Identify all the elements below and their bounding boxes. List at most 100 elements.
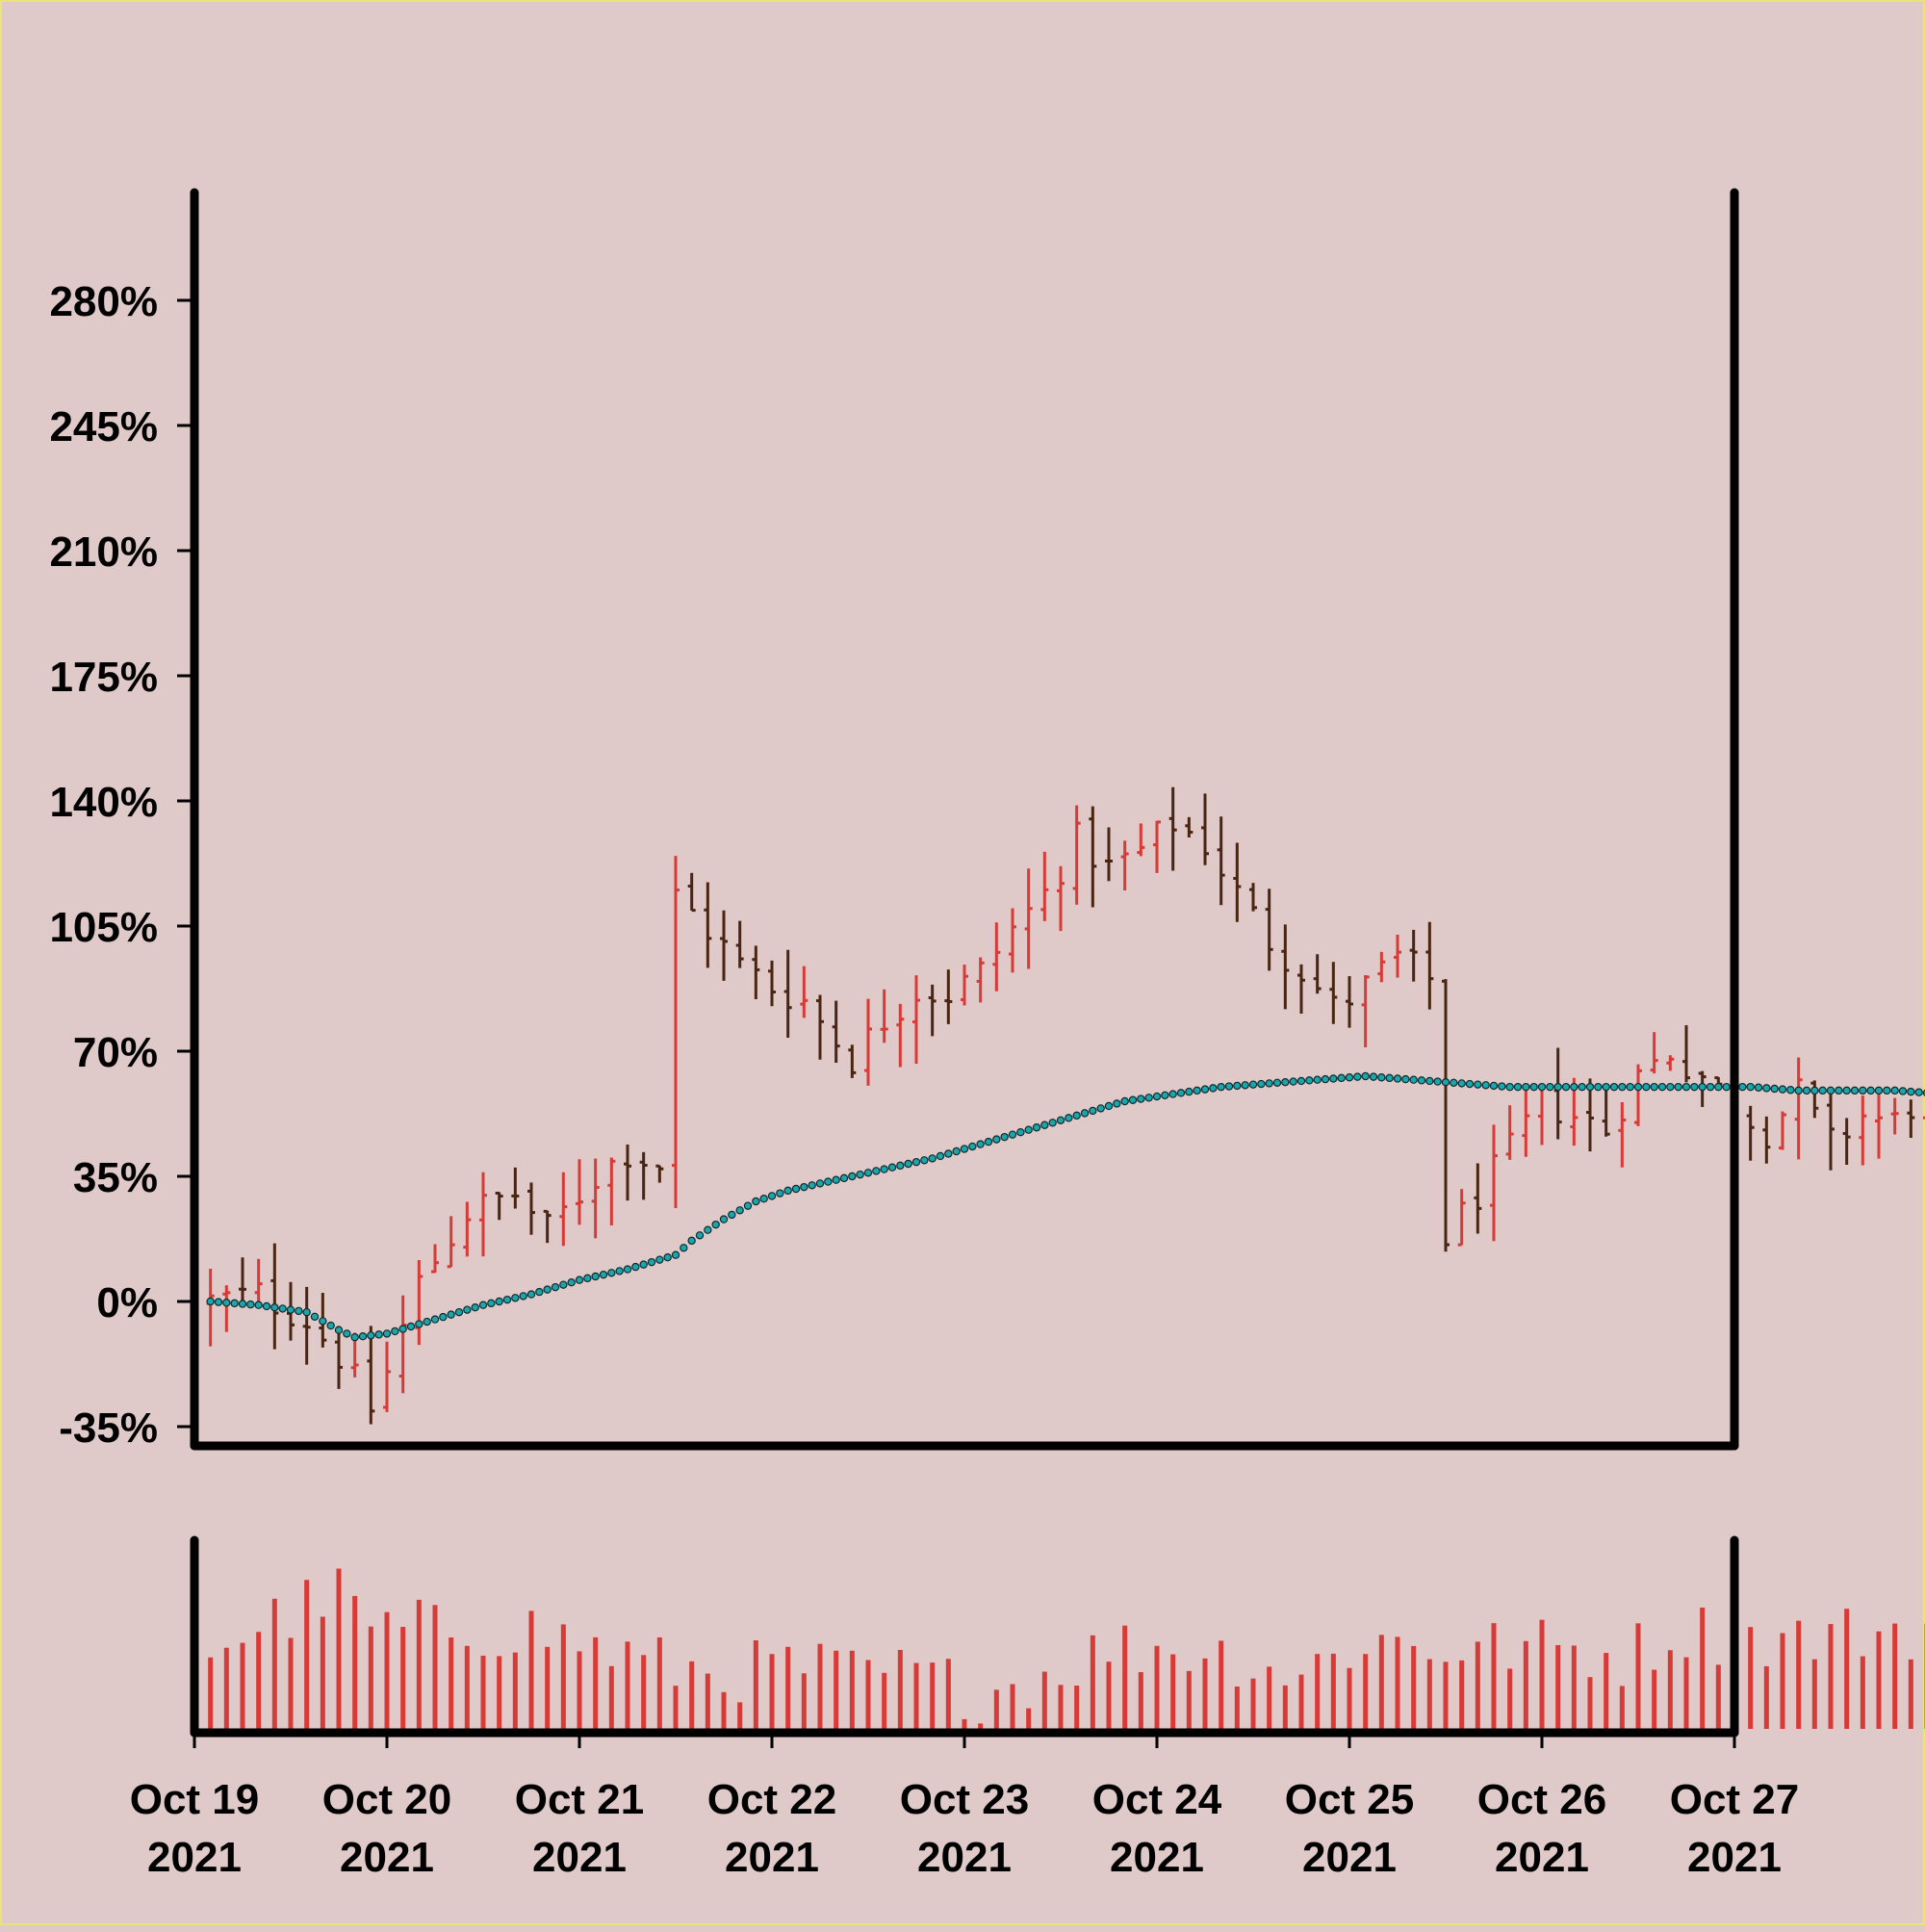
ohlc-bar-up — [992, 922, 1000, 991]
moving-average-point — [864, 1170, 871, 1176]
volume-bar — [737, 1702, 742, 1729]
volume-bar — [1909, 1660, 1913, 1729]
ohlc-bar-down — [688, 873, 696, 911]
moving-average-point — [1442, 1079, 1449, 1086]
ohlc-bar-down — [544, 1211, 552, 1243]
moving-average-point — [1009, 1131, 1015, 1138]
x-tick-label-date: Oct 23 — [900, 1776, 1030, 1823]
moving-average-point — [520, 1293, 526, 1300]
x-tick-label-date: Oct 21 — [515, 1776, 645, 1823]
ohlc-bar-up — [1666, 1055, 1674, 1070]
moving-average-point — [1707, 1084, 1713, 1091]
moving-average-point — [472, 1304, 478, 1311]
ohlc-bar-down — [1089, 807, 1096, 908]
moving-average-point — [953, 1147, 960, 1154]
volume-bar — [1684, 1658, 1689, 1729]
volume-bar — [802, 1673, 807, 1729]
volume-bar — [1555, 1645, 1560, 1729]
ohlc-bar-up — [1618, 1102, 1626, 1168]
volume-bar — [1219, 1640, 1223, 1729]
moving-average-point — [392, 1327, 398, 1334]
moving-average-point — [1145, 1095, 1152, 1101]
ohlc-bar-down — [1329, 962, 1337, 1023]
x-tick-label-date: Oct 25 — [1285, 1776, 1415, 1823]
volume-bar — [1492, 1623, 1497, 1729]
moving-average-point — [760, 1196, 767, 1202]
moving-average-point — [1547, 1084, 1553, 1091]
ohlc-bar-up — [1121, 840, 1129, 890]
moving-average-point — [207, 1298, 214, 1304]
x-tick-label-year: 2021 — [532, 1834, 627, 1881]
moving-average-point — [407, 1323, 414, 1329]
volume-bar — [1620, 1686, 1625, 1729]
ohlc-bar-up — [383, 1342, 391, 1412]
ohlc-bar-down — [720, 911, 728, 981]
ohlc-bar-down — [1442, 979, 1450, 1251]
ohlc-bar-down — [367, 1326, 374, 1424]
moving-average-point — [1490, 1082, 1497, 1089]
ohlc-bar-up — [1634, 1065, 1642, 1126]
moving-average-point — [560, 1281, 567, 1288]
moving-average-point — [527, 1291, 534, 1298]
moving-average-point — [1033, 1124, 1040, 1131]
ohlc-bar-up — [607, 1157, 615, 1225]
volume-bar — [850, 1651, 855, 1729]
volume-bar — [272, 1599, 277, 1729]
ohlc-bar-up — [1377, 952, 1385, 983]
volume-bar — [1299, 1675, 1304, 1729]
volume-bar — [304, 1580, 309, 1729]
volume-bar — [1363, 1654, 1368, 1729]
volume-bar — [1861, 1657, 1865, 1729]
moving-average-point — [840, 1174, 847, 1181]
moving-average-point — [295, 1307, 302, 1314]
moving-average-point — [993, 1136, 1000, 1143]
moving-average-point — [479, 1301, 486, 1308]
volume-bar — [1844, 1609, 1849, 1729]
moving-average-point — [712, 1222, 719, 1228]
moving-average-point — [912, 1159, 919, 1166]
moving-average-point — [263, 1302, 270, 1309]
moving-average-point — [600, 1272, 606, 1278]
moving-average-point — [1715, 1084, 1722, 1091]
volume-bar — [208, 1658, 213, 1729]
ohlc-bar-down — [1169, 787, 1177, 871]
moving-average-point — [1603, 1084, 1609, 1091]
volume-bar — [1331, 1654, 1336, 1729]
moving-average-point — [303, 1309, 310, 1316]
volume-bar — [1155, 1646, 1160, 1729]
moving-average-point — [1843, 1087, 1850, 1094]
ohlc-bar-down — [1297, 965, 1305, 1014]
volume-bar — [1026, 1709, 1031, 1729]
x-tick-label-date: Oct 22 — [707, 1776, 837, 1823]
ohlc-bar-down — [527, 1182, 535, 1234]
moving-average-point — [969, 1143, 976, 1149]
volume-bar — [818, 1644, 823, 1729]
volume-bar — [1411, 1646, 1416, 1729]
moving-average-point — [825, 1178, 832, 1185]
ohlc-bar-up — [1025, 868, 1033, 968]
moving-average-point — [1658, 1084, 1665, 1091]
ohlc-bar-up — [592, 1159, 600, 1239]
moving-average-point — [777, 1190, 783, 1197]
x-tick-label-year: 2021 — [147, 1834, 242, 1881]
ohlc-bar-down — [1201, 793, 1209, 864]
moving-average-point — [1153, 1093, 1160, 1099]
moving-average-point — [816, 1180, 823, 1187]
ohlc-bar-up — [1394, 935, 1401, 978]
ohlc-bar-down — [944, 969, 952, 1024]
x-tick-label-date: Oct 20 — [322, 1776, 452, 1823]
moving-average-point — [1482, 1082, 1489, 1089]
moving-average-point — [1475, 1081, 1481, 1088]
ohlc-bar-up — [1795, 1057, 1803, 1159]
moving-average-point — [1330, 1075, 1337, 1082]
volume-bar — [1604, 1653, 1608, 1729]
moving-average-point — [1747, 1084, 1754, 1091]
moving-average-point — [287, 1306, 294, 1313]
moving-average-point — [1065, 1115, 1072, 1121]
moving-average-point — [905, 1160, 911, 1167]
volume-bar — [1396, 1636, 1400, 1729]
moving-average-point — [977, 1141, 984, 1147]
moving-average-point — [945, 1150, 952, 1157]
moving-average-point — [1201, 1086, 1208, 1093]
